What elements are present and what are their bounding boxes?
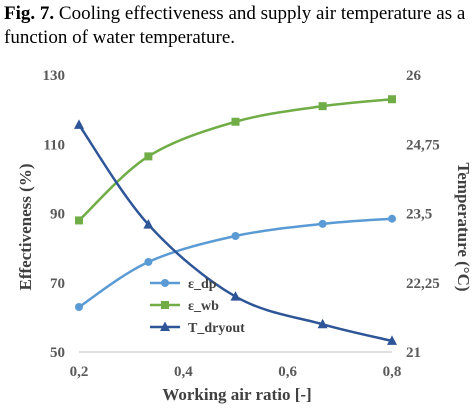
- x-tick-label: 0,6: [278, 364, 297, 380]
- data-point: [318, 102, 327, 111]
- data-point: [231, 232, 240, 241]
- figure-label: Fig. 7.: [4, 3, 55, 24]
- y-right-tick-label: 24,75: [406, 137, 440, 153]
- series-line: [78, 97, 393, 222]
- series-wb: [75, 95, 396, 225]
- data-point: [75, 302, 83, 311]
- x-tick-label: 0,2: [70, 364, 89, 380]
- data-point: [144, 152, 153, 161]
- figure-caption: Fig. 7. Cooling effectiveness and supply…: [4, 2, 470, 50]
- data-point: [231, 117, 240, 126]
- data-point: [144, 257, 153, 266]
- x-axis-title: Working air ratio [-]: [162, 385, 311, 404]
- legend-label: ε_wb: [188, 299, 219, 314]
- y-left-tick-label: 90: [50, 207, 65, 223]
- y-right-axis-title: Temperature (°C): [454, 162, 473, 291]
- x-tick-label: 0,4: [174, 364, 193, 380]
- y-left-tick-label: 50: [50, 345, 65, 361]
- data-point: [317, 318, 328, 329]
- data-point: [318, 219, 327, 228]
- legend-marker: [161, 301, 169, 309]
- y-left-tick-label: 130: [43, 68, 66, 84]
- legend-label: T_dryout: [188, 321, 245, 336]
- series-dp: [75, 214, 396, 311]
- caption-text: Cooling effectiveness and supply air tem…: [4, 3, 466, 48]
- series-line: [77, 124, 393, 343]
- y-right-tick-label: 26: [406, 68, 422, 84]
- legend: ε_dp ε_wb T_dryout: [150, 277, 245, 336]
- y-left-tick-label: 70: [50, 276, 65, 292]
- series-layer: [74, 95, 397, 345]
- y-right-tick-label: 21: [406, 345, 421, 361]
- axes: 0,2 0,4 0,6 0,8 50 70 90 110 130 21 22,25 23,5 24,75…: [43, 68, 440, 380]
- series-t-dryout: [74, 119, 397, 345]
- data-point: [74, 119, 84, 129]
- data-point: [388, 214, 396, 223]
- y-left-axis-title: Effectiveness (%): [16, 164, 35, 291]
- data-point: [75, 216, 83, 225]
- x-tick-label: 0,8: [383, 364, 402, 380]
- y-right-tick-label: 22,25: [406, 276, 440, 292]
- y-left-tick-label: 110: [43, 137, 65, 153]
- legend-marker: [161, 279, 169, 287]
- legend-marker: [160, 321, 170, 331]
- legend-label: ε_dp: [188, 277, 217, 292]
- data-point: [230, 291, 241, 301]
- data-point: [387, 335, 397, 345]
- data-point: [143, 219, 154, 229]
- y-right-tick-label: 23,5: [406, 207, 432, 223]
- data-point: [388, 95, 396, 104]
